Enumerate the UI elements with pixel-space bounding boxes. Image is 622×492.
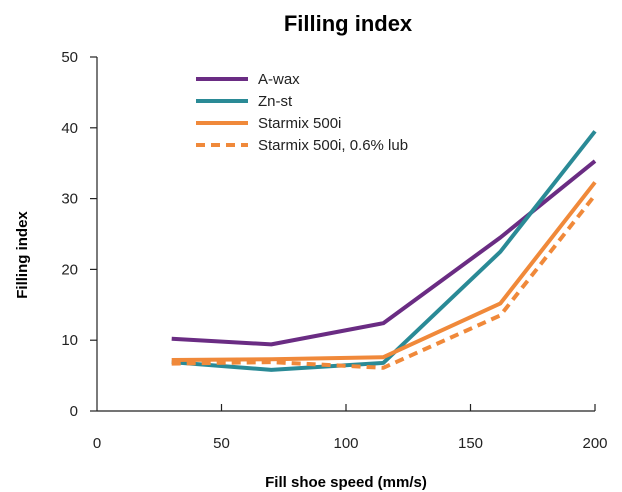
y-tick-label: 10 — [61, 332, 78, 349]
series-line-zn-st — [171, 130, 597, 372]
legend-label: Starmix 500i — [258, 115, 341, 132]
x-tick-label: 200 — [582, 435, 607, 452]
series-line-starmix-500i — [171, 181, 597, 362]
y-tick-label: 40 — [61, 120, 78, 137]
series-line-starmix-500i-0-6-lub — [171, 193, 597, 370]
x-ticks: 0 50 100 150 200 — [93, 404, 608, 452]
legend-label: Starmix 500i, 0.6% lub — [258, 137, 408, 154]
y-tick-label: 0 — [70, 403, 78, 420]
y-ticks: 0 10 20 30 40 50 — [61, 49, 97, 420]
series-lines — [171, 130, 597, 372]
y-axis-label: Filling index — [14, 211, 31, 299]
x-tick-label: 0 — [93, 435, 101, 452]
y-tick-label: 20 — [61, 261, 78, 278]
legend-label: A-wax — [258, 71, 300, 88]
x-tick-label: 150 — [458, 435, 483, 452]
legend-label: Zn-st — [258, 93, 293, 110]
x-axis-label: Fill shoe speed (mm/s) — [265, 474, 427, 491]
legend: A-wax Zn-st Starmix 500i Starmix 500i, 0.6%… — [196, 71, 408, 154]
chart-title: Filling index — [284, 11, 413, 36]
x-tick-label: 50 — [213, 435, 230, 452]
y-tick-label: 30 — [61, 191, 78, 208]
x-tick-label: 100 — [333, 435, 358, 452]
y-tick-label: 50 — [61, 49, 78, 66]
series-line-a-wax — [171, 159, 597, 347]
